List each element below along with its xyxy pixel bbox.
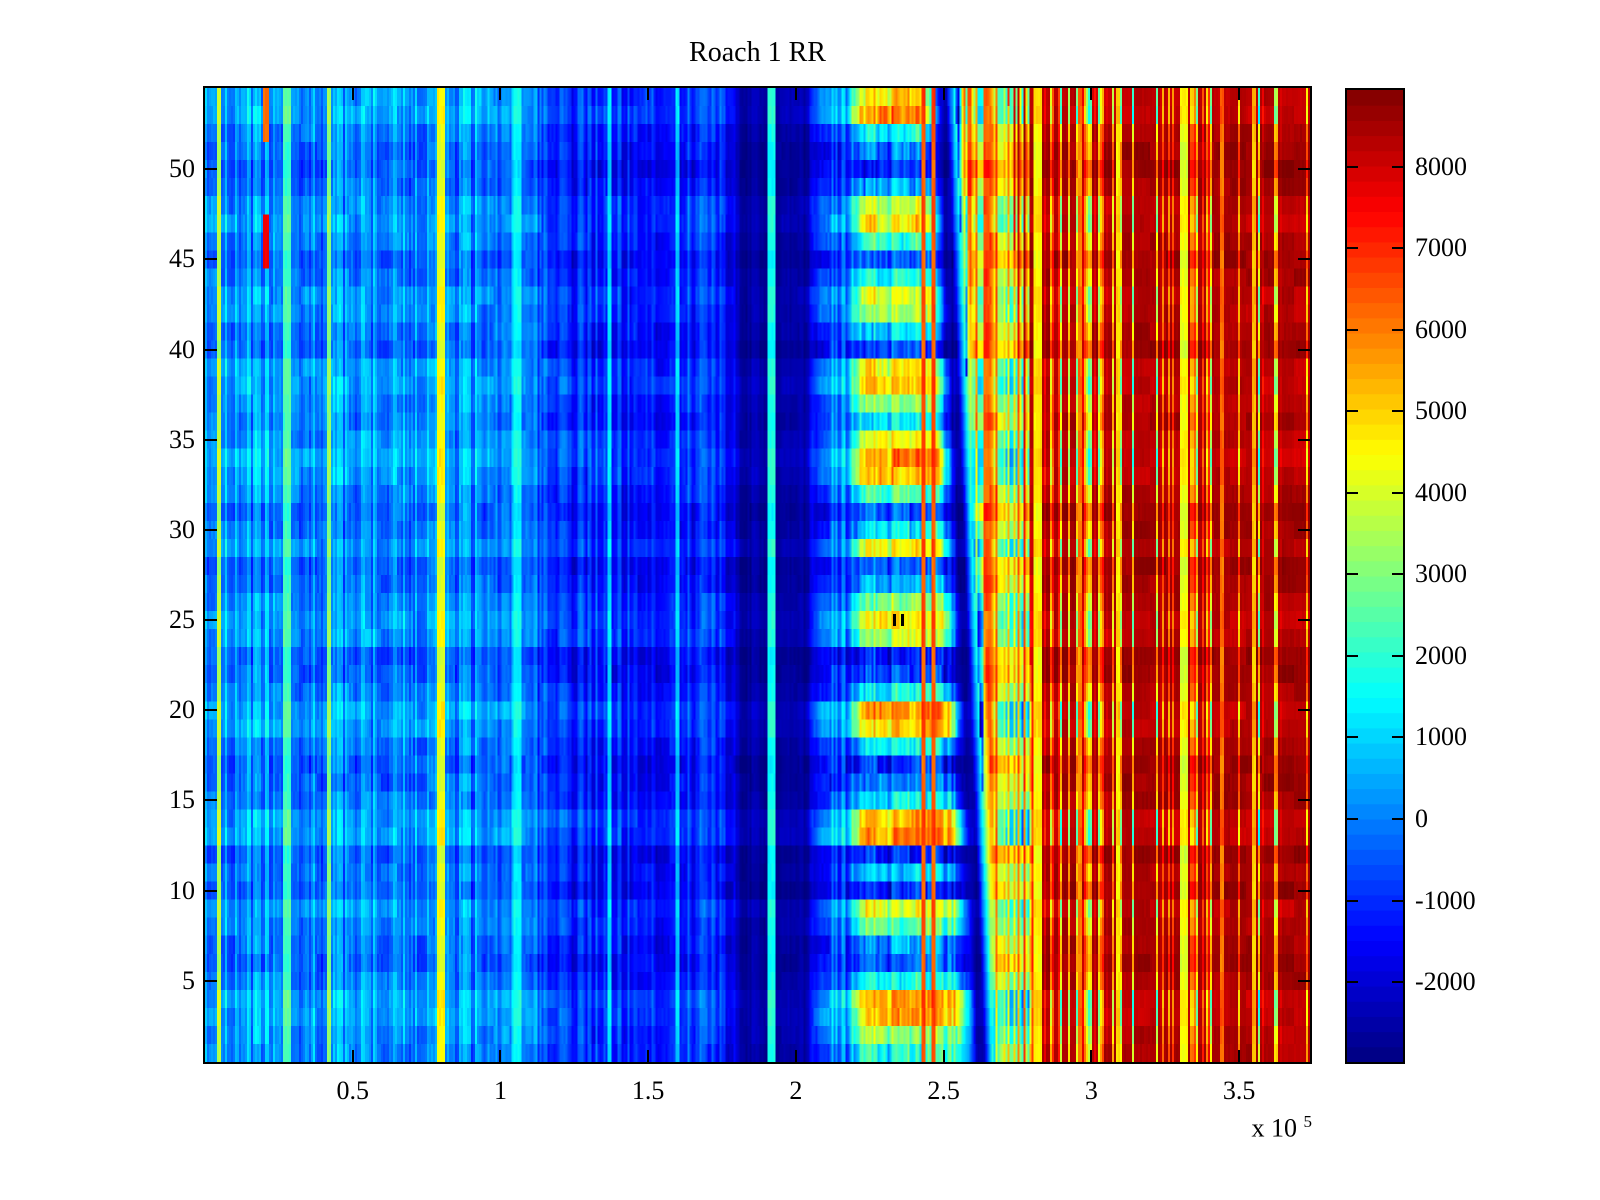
x-tick-label: 2.5 bbox=[927, 1076, 960, 1105]
x-mult-exponent: 5 bbox=[1303, 1112, 1313, 1131]
y-tick-label: 5 bbox=[182, 965, 195, 995]
x-mult-prefix: x 10 bbox=[1251, 1113, 1298, 1143]
y-tick-label: 35 bbox=[169, 424, 195, 454]
heatmap-canvas bbox=[205, 88, 1310, 1062]
colorbar-tick-label: -1000 bbox=[1415, 885, 1476, 915]
y-tick-label: 20 bbox=[169, 695, 195, 725]
black-mark bbox=[893, 614, 897, 627]
colorbar-tick-label: 4000 bbox=[1415, 477, 1467, 507]
y-tick-label: 45 bbox=[169, 244, 195, 274]
colorbar-tick-label: 6000 bbox=[1415, 314, 1467, 344]
colorbar-tick-label: 5000 bbox=[1415, 396, 1467, 426]
y-tick-label: 30 bbox=[169, 514, 195, 544]
x-tick-label: 1 bbox=[493, 1076, 507, 1105]
colorbar-tick-label: 3000 bbox=[1415, 559, 1467, 589]
y-tick-label: 50 bbox=[169, 154, 195, 184]
x-axis-multiplier-label: x 10 5 bbox=[1150, 1106, 1313, 1145]
black-mark bbox=[900, 614, 904, 627]
colorbar-tick-label: 1000 bbox=[1415, 722, 1467, 752]
colorbar-tick-label: 2000 bbox=[1415, 640, 1467, 670]
colorbar-tick-label: 7000 bbox=[1415, 233, 1467, 263]
colorbar-canvas bbox=[1347, 90, 1403, 1062]
y-tick-label: 10 bbox=[169, 875, 195, 905]
colorbar-tick-label: 8000 bbox=[1415, 151, 1467, 181]
x-tick-label: 3.5 bbox=[1222, 1076, 1256, 1105]
x-tick-label: 2 bbox=[789, 1076, 803, 1105]
colorbar-tick-label: 0 bbox=[1415, 804, 1428, 833]
colorbar-tick-label: -2000 bbox=[1415, 967, 1476, 997]
chart-title: Roach 1 RR bbox=[689, 37, 826, 68]
x-tick-label: 1.5 bbox=[631, 1076, 665, 1105]
x-tick-label: 3 bbox=[1084, 1076, 1098, 1105]
y-tick-label: 40 bbox=[169, 334, 195, 364]
y-tick-label: 25 bbox=[169, 605, 195, 635]
y-tick-label: 15 bbox=[169, 785, 195, 815]
x-tick-label: 0.5 bbox=[336, 1076, 369, 1105]
